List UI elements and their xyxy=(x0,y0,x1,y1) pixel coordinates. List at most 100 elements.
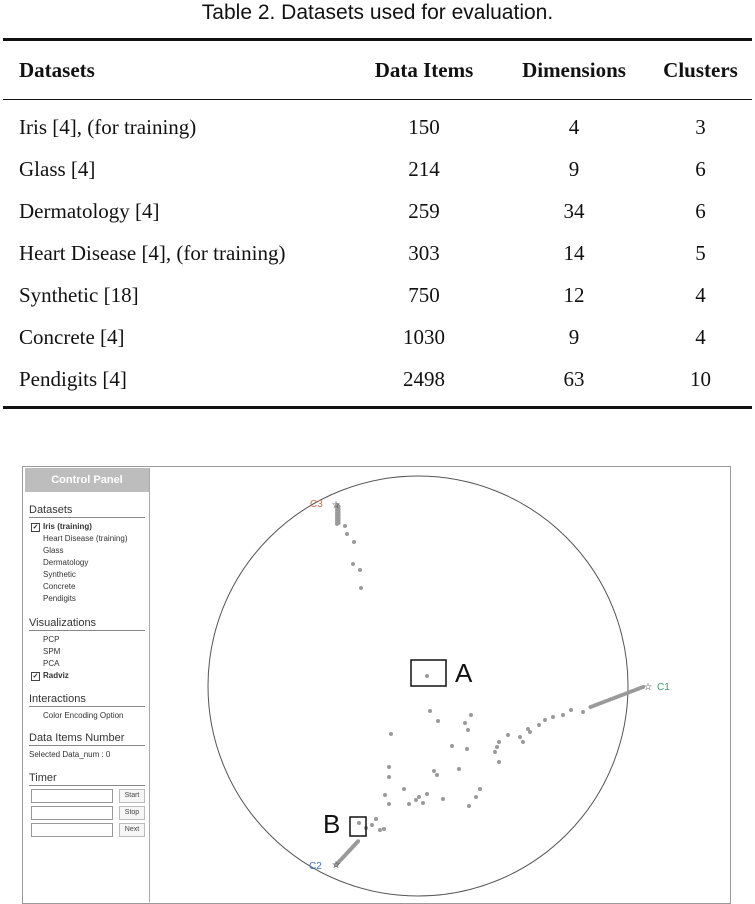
dataset-option-concrete[interactable]: Concrete xyxy=(29,581,145,593)
data-point xyxy=(463,721,467,725)
data-point xyxy=(518,735,522,739)
visualization-option-label: PCA xyxy=(43,659,60,668)
data-point xyxy=(526,727,530,731)
cell-dimensions: 9 xyxy=(568,156,580,181)
dataset-option-dermatology[interactable]: Dermatology xyxy=(29,557,145,569)
visualization-option-pcp[interactable]: PCP xyxy=(29,634,145,646)
data-point xyxy=(588,705,593,709)
data-point xyxy=(335,521,339,526)
cell-clusters: 6 xyxy=(695,198,706,223)
data-point xyxy=(551,715,555,719)
dataset-option-glass[interactable]: Glass xyxy=(29,545,145,557)
control-panel: Control Panel Datasets ✓ Iris (training) … xyxy=(25,468,150,902)
datasets-table: Datasets Data Items Dimensions Clusters … xyxy=(3,38,752,409)
radviz-canvas[interactable]: C3 ☆ ☆ C1 C2 ☆ A B xyxy=(23,467,730,903)
data-point xyxy=(497,760,501,764)
control-panel-title: Control Panel xyxy=(25,468,149,492)
interaction-option-color-encoding[interactable]: Color Encoding Option xyxy=(29,710,145,722)
checked-checkbox-icon[interactable]: ✓ xyxy=(31,523,40,532)
data-point xyxy=(352,540,356,544)
datasets-section: Datasets ✓ Iris (training) Heart Disease … xyxy=(29,504,145,605)
data-point xyxy=(402,787,406,791)
timer-input-start[interactable] xyxy=(31,789,113,803)
visualization-option-spm[interactable]: SPM xyxy=(29,646,145,658)
data-point xyxy=(506,733,510,737)
data-point xyxy=(407,802,411,806)
dataset-option-label: Concrete xyxy=(43,582,76,591)
table-row: Pendigits [4] 2498 63 10 xyxy=(3,358,752,408)
data-point xyxy=(466,728,470,732)
interaction-option-label: Color Encoding Option xyxy=(43,711,124,720)
data-point xyxy=(428,709,432,713)
data-point xyxy=(370,823,374,827)
cell-dataset: Heart Disease [4], (for training) xyxy=(19,240,286,265)
table-row: Dermatology [4] 259 34 6 xyxy=(3,190,752,232)
anchor-c2[interactable]: C2 ☆ xyxy=(309,860,341,872)
cell-dataset: Pendigits [4] xyxy=(19,366,127,391)
cell-dataset: Iris [4], (for training) xyxy=(19,114,197,139)
cell-dataset: Concrete [4] xyxy=(19,324,125,349)
cell-dimensions: 9 xyxy=(568,324,580,349)
start-button[interactable]: Start xyxy=(119,789,145,803)
dataset-option-label: Iris (training) xyxy=(43,522,92,531)
cell-clusters: 5 xyxy=(695,240,706,265)
timer-row-stop: Stop xyxy=(29,806,145,823)
data-point xyxy=(345,532,349,536)
dataset-option-synthetic[interactable]: Synthetic xyxy=(29,569,145,581)
visualization-option-pca[interactable]: PCA xyxy=(29,658,145,670)
annotation-label-a: A xyxy=(455,658,473,688)
data-point xyxy=(474,795,478,799)
data-point xyxy=(457,767,461,771)
visualization-option-label: Radviz xyxy=(43,671,69,680)
data-point xyxy=(358,568,362,572)
cell-dimensions: 12 xyxy=(563,282,585,307)
cell-dimensions: 34 xyxy=(563,198,585,223)
anchor-c1[interactable]: ☆ C1 xyxy=(644,682,671,693)
next-button[interactable]: Next xyxy=(119,823,145,837)
data-point xyxy=(537,723,541,727)
data-point xyxy=(569,708,573,712)
cell-clusters: 4 xyxy=(695,324,706,349)
cell-data-items: 750 xyxy=(408,282,440,307)
dataset-option-label: Pendigits xyxy=(43,594,76,603)
cell-clusters: 10 xyxy=(690,366,711,391)
anchor-label-c3: C3 xyxy=(310,499,323,510)
visualization-option-radviz[interactable]: ✓ Radviz xyxy=(29,670,145,682)
anchor-label-c2: C2 xyxy=(309,861,322,872)
dataset-option-heart-disease[interactable]: Heart Disease (training) xyxy=(29,533,145,545)
data-point xyxy=(383,793,387,797)
cell-dataset: Glass [4] xyxy=(19,156,96,181)
cell-clusters: 3 xyxy=(695,114,706,139)
anchor-star-icon: ☆ xyxy=(332,500,341,511)
timer-row-start: Start xyxy=(29,789,145,806)
dataset-option-pendigits[interactable]: Pendigits xyxy=(29,593,145,605)
table-row: Heart Disease [4], (for training) 303 14… xyxy=(3,232,752,274)
data-points xyxy=(334,503,645,867)
checked-checkbox-icon[interactable]: ✓ xyxy=(31,672,40,681)
cell-dimensions: 4 xyxy=(568,114,580,139)
data-point xyxy=(387,765,391,769)
dataset-option-iris[interactable]: ✓ Iris (training) xyxy=(29,521,145,533)
data-point xyxy=(528,730,532,734)
visualizations-section: Visualizations PCP SPM PCA ✓ Radviz xyxy=(29,617,145,682)
annotation-box-a xyxy=(410,659,447,687)
data-point xyxy=(387,802,391,806)
dataset-option-label: Synthetic xyxy=(43,570,76,579)
data-point xyxy=(521,740,525,744)
stop-button[interactable]: Stop xyxy=(119,806,145,820)
data-point xyxy=(389,732,393,736)
table-row: Synthetic [18] 750 12 4 xyxy=(3,274,752,316)
data-point xyxy=(441,797,445,801)
selected-data-count: Selected Data_num : 0 xyxy=(29,750,111,759)
data-point xyxy=(343,524,347,528)
data-point xyxy=(421,801,425,805)
timer-input-next[interactable] xyxy=(31,823,113,837)
data-items-section: Data Items Number Selected Data_num : 0 xyxy=(29,732,145,761)
data-point xyxy=(432,769,436,773)
header-dimensions: Dimensions xyxy=(522,57,626,82)
timer-input-stop[interactable] xyxy=(31,806,113,820)
data-point xyxy=(356,839,361,844)
anchor-c3[interactable]: C3 ☆ xyxy=(310,499,341,511)
data-point xyxy=(387,775,391,779)
data-point xyxy=(357,821,361,825)
